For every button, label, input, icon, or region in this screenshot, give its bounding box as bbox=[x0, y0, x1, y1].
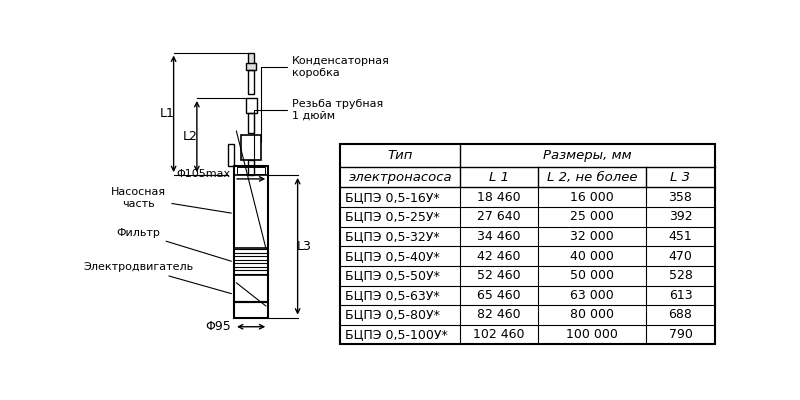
Bar bbox=[241, 135, 261, 160]
Bar bbox=[228, 144, 234, 166]
Text: 16 000: 16 000 bbox=[570, 191, 614, 204]
Text: L 1: L 1 bbox=[489, 171, 509, 184]
Text: 790: 790 bbox=[669, 328, 693, 341]
Text: 451: 451 bbox=[669, 230, 692, 243]
Text: БЦПЭ 0,5-80У*: БЦПЭ 0,5-80У* bbox=[345, 308, 440, 322]
Text: L 2, не более: L 2, не более bbox=[547, 171, 638, 184]
Text: 358: 358 bbox=[669, 191, 693, 204]
Text: 528: 528 bbox=[669, 269, 693, 282]
Text: 80 000: 80 000 bbox=[570, 308, 614, 322]
Text: БЦПЭ 0,5-100У*: БЦПЭ 0,5-100У* bbox=[345, 328, 448, 341]
Text: БЦПЭ 0,5-40У*: БЦПЭ 0,5-40У* bbox=[345, 250, 440, 262]
Text: 32 000: 32 000 bbox=[570, 230, 614, 243]
Text: Насосная
часть: Насосная часть bbox=[111, 187, 231, 213]
Text: 27 640: 27 640 bbox=[478, 210, 521, 223]
Bar bbox=[234, 166, 268, 302]
Text: электронасоса: электронасоса bbox=[349, 171, 452, 184]
Bar bbox=[234, 302, 268, 318]
Text: 40 000: 40 000 bbox=[570, 250, 614, 262]
Text: 25 000: 25 000 bbox=[570, 210, 614, 223]
Text: 102 460: 102 460 bbox=[474, 328, 525, 341]
Text: L2: L2 bbox=[183, 130, 198, 143]
Bar bbox=[246, 63, 256, 70]
Text: 65 460: 65 460 bbox=[478, 289, 521, 302]
Text: БЦПЭ 0,5-32У*: БЦПЭ 0,5-32У* bbox=[345, 230, 439, 243]
Text: Φ105max: Φ105max bbox=[177, 169, 231, 179]
Text: БЦПЭ 0,5-50У*: БЦПЭ 0,5-50У* bbox=[345, 269, 440, 282]
Bar bbox=[249, 114, 254, 133]
Text: БЦПЭ 0,5-25У*: БЦПЭ 0,5-25У* bbox=[345, 210, 440, 223]
Text: 688: 688 bbox=[669, 308, 693, 322]
Bar bbox=[249, 70, 254, 94]
Text: L1: L1 bbox=[160, 107, 175, 120]
Text: 63 000: 63 000 bbox=[570, 289, 614, 302]
Bar bbox=[340, 144, 714, 344]
Text: 613: 613 bbox=[669, 289, 692, 302]
Text: Размеры, мм: Размеры, мм bbox=[543, 149, 632, 162]
Text: 18 460: 18 460 bbox=[478, 191, 521, 204]
Bar bbox=[249, 53, 254, 65]
Text: L 3: L 3 bbox=[670, 171, 690, 184]
Text: 82 460: 82 460 bbox=[478, 308, 521, 322]
Text: 42 460: 42 460 bbox=[478, 250, 521, 262]
Text: Электродвигатель: Электродвигатель bbox=[84, 262, 231, 294]
Text: Конденсаторная
коробка: Конденсаторная коробка bbox=[262, 56, 390, 142]
Bar bbox=[234, 166, 268, 175]
Text: 34 460: 34 460 bbox=[478, 230, 521, 243]
Text: Φ95: Φ95 bbox=[206, 320, 231, 333]
Text: Тип: Тип bbox=[388, 149, 413, 162]
Text: 50 000: 50 000 bbox=[570, 269, 614, 282]
Bar bbox=[237, 167, 265, 174]
Text: Фильтр: Фильтр bbox=[117, 228, 231, 261]
Text: БЦПЭ 0,5-16У*: БЦПЭ 0,5-16У* bbox=[345, 191, 439, 204]
Text: Резьба трубная
1 дюйм: Резьба трубная 1 дюйм bbox=[254, 99, 383, 166]
Text: 100 000: 100 000 bbox=[566, 328, 618, 341]
Text: L3: L3 bbox=[297, 240, 312, 253]
Text: БЦПЭ 0,5-63У*: БЦПЭ 0,5-63У* bbox=[345, 289, 439, 302]
Text: 392: 392 bbox=[669, 210, 692, 223]
Bar bbox=[234, 248, 268, 275]
Bar bbox=[249, 160, 254, 175]
Bar bbox=[246, 98, 257, 114]
Text: 470: 470 bbox=[669, 250, 693, 262]
Text: 52 460: 52 460 bbox=[478, 269, 521, 282]
